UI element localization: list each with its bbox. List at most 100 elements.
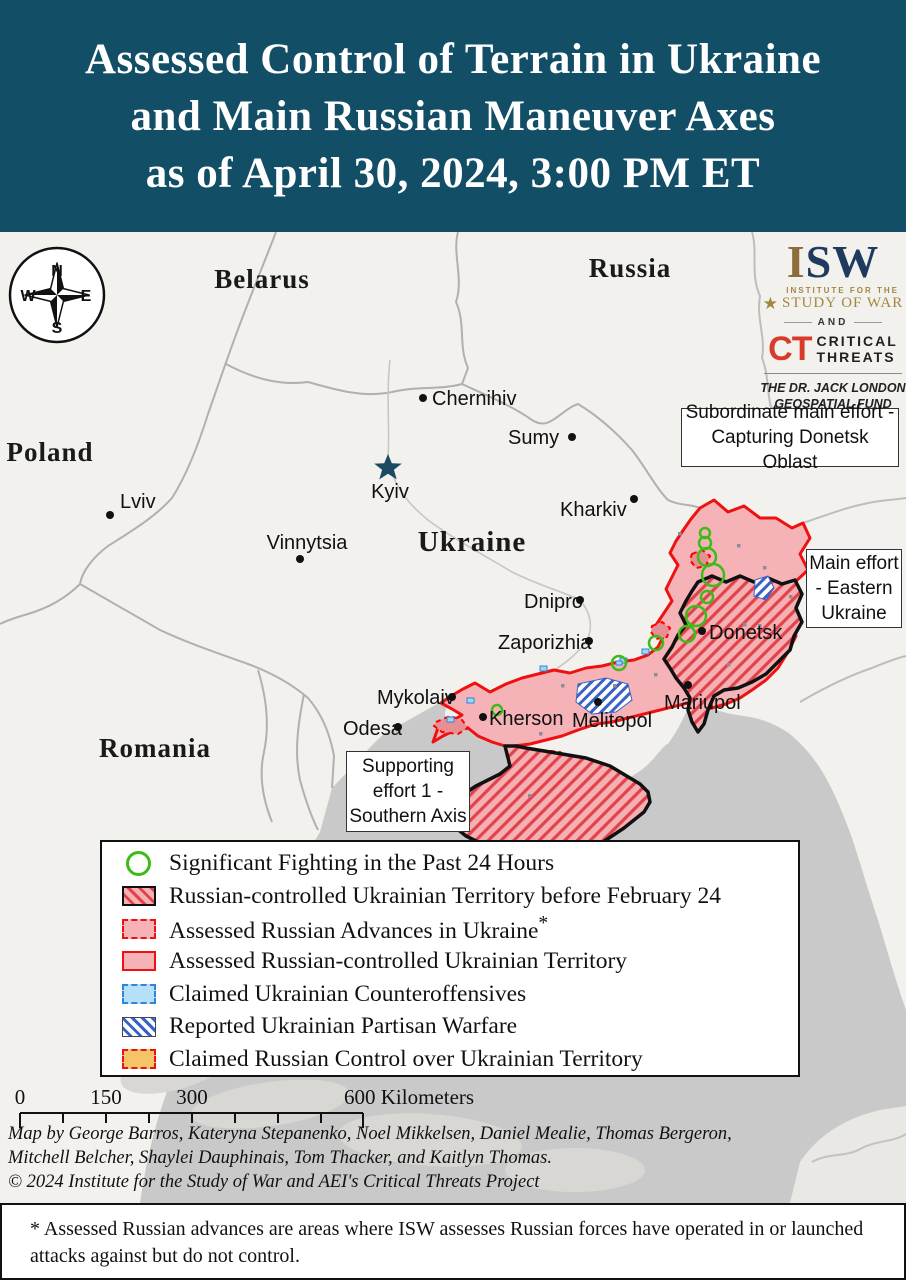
- legend-row-fighting: Significant Fighting in the Past 24 Hour…: [122, 847, 788, 880]
- advances-swatch: [122, 918, 156, 939]
- callout-line: Capturing Donetsk Oblast: [711, 427, 869, 473]
- critical-threats-logo: CT CRITICAL THREATS: [760, 332, 906, 366]
- fighting-circles: [490, 526, 726, 717]
- isw-wordmark: ★ INSTITUTE FOR THE STUDY OF WAR: [760, 286, 906, 312]
- city-label-donetsk: Donetsk: [709, 622, 783, 644]
- city-label-melitopol: Melitopol: [572, 710, 652, 732]
- country-label-poland: Poland: [6, 437, 93, 467]
- rule-left: [783, 322, 812, 323]
- callout-line: effort 1 -: [372, 781, 444, 802]
- compass-rose: N E S W: [8, 246, 106, 344]
- ct-critical-line: CRITICAL: [816, 333, 898, 349]
- legend-label: Significant Fighting in the Past 24 Hour…: [169, 849, 555, 876]
- scale-label-600: 600 Kilometers: [344, 1085, 474, 1109]
- city-label-vinnytsia: Vinnytsia: [267, 532, 349, 554]
- city-label-kharkiv: Kharkiv: [560, 499, 627, 521]
- city-label-mariupol: Mariupol: [664, 692, 741, 714]
- kyiv-capital-marker: Kyiv: [371, 454, 409, 503]
- callout-line: Subordinate main effort -: [685, 402, 895, 423]
- controlled-swatch: [122, 951, 156, 972]
- isw-logo-sw: SW: [805, 236, 880, 287]
- and-label: AND: [817, 317, 849, 328]
- title-line-1: Assessed Control of Terrain in Ukraine: [84, 35, 822, 83]
- partisan-swatch: [122, 1016, 156, 1037]
- ct-threats-line: THREATS: [816, 349, 896, 365]
- legend-label: Russian-controlled Ukrainian Territory b…: [169, 882, 721, 909]
- footnote-box: * Assessed Russian advances are areas wh…: [0, 1203, 906, 1280]
- coastal-landmass: [505, 1148, 645, 1192]
- legend: Significant Fighting in the Past 24 Hour…: [100, 840, 800, 1077]
- callout-main-effort: Main effort - Eastern Ukraine: [806, 549, 902, 628]
- fund-line-2: GEOSPATIAL FUND: [774, 397, 892, 411]
- ct-monogram: CT: [768, 330, 812, 368]
- city-label-odesa: Odesa: [343, 718, 403, 740]
- country-label-ukraine: Ukraine: [418, 526, 527, 558]
- counteroffensive-marks: [446, 648, 650, 723]
- scale-label-300: 300: [176, 1085, 208, 1109]
- map: N E S W Belarus Russia Poland Ukraine Ro…: [0, 232, 906, 1203]
- isw-logo: ISW: [760, 238, 906, 286]
- city-label-zaporizhia: Zaporizhia: [498, 632, 592, 654]
- credits-line-2: Mitchell Belcher, Shaylei Dauphinais, To…: [8, 1148, 552, 1168]
- prefeb24-swatch: [122, 886, 156, 907]
- coastal-landmass: [338, 1113, 522, 1167]
- scale-label-150: 150: [90, 1085, 122, 1109]
- callout-supporting-effort: Supporting effort 1 - Southern Axis: [346, 751, 470, 832]
- city-label-lviv: Lviv: [120, 491, 156, 513]
- logo-divider: [764, 373, 902, 374]
- isw-institute-line: INSTITUTE FOR THE: [786, 286, 899, 295]
- fighting-circle-swatch: [126, 850, 151, 876]
- country-label-romania: Romania: [99, 733, 211, 763]
- callout-line: Supporting: [362, 756, 454, 777]
- legend-row-counteroffensives: Claimed Ukrainian Counteroffensives: [122, 978, 788, 1011]
- legend-label: Claimed Ukrainian Counteroffensives: [169, 980, 527, 1007]
- map-credits: Map by George Barros, Kateryna Stepanenk…: [8, 1122, 868, 1194]
- city-dots: [106, 394, 706, 731]
- footnote-text: * Assessed Russian advances are areas wh…: [30, 1218, 864, 1267]
- geospatial-fund-credit: THE DR. JACK LONDON GEOSPATIAL FUND: [760, 380, 906, 412]
- legend-row-controlled: Assessed Russian-controlled Ukrainian Te…: [122, 945, 788, 978]
- branding-block: ISW ★ INSTITUTE FOR THE STUDY OF WAR AND…: [760, 238, 906, 412]
- rule-right: [854, 322, 883, 323]
- callout-line: Main effort: [809, 553, 899, 574]
- title-line-3: as of April 30, 2024, 3:00 PM ET: [145, 149, 761, 197]
- country-label-russia: Russia: [589, 253, 672, 283]
- credits-line-1: Map by George Barros, Kateryna Stepanenk…: [8, 1124, 732, 1144]
- city-label-dnipro: Dnipro: [524, 591, 583, 613]
- star-icon: ★: [762, 294, 779, 313]
- isw-study-of-war-line: STUDY OF WAR: [782, 295, 904, 311]
- legend-row-prefeb24: Russian-controlled Ukrainian Territory b…: [122, 880, 788, 913]
- legend-label: Reported Ukrainian Partisan Warfare: [169, 1013, 518, 1040]
- city-label-chernihiv: Chernihiv: [432, 388, 516, 410]
- bottom-right-landmass: [790, 1106, 906, 1203]
- callout-line: Ukraine: [821, 603, 887, 624]
- partisan-warfare-areas: [575, 575, 775, 715]
- legend-row-partisan: Reported Ukrainian Partisan Warfare: [122, 1010, 788, 1043]
- legend-label: Assessed Russian Advances in Ukraine*: [169, 912, 549, 944]
- city-label-kherson: Kherson: [489, 708, 564, 730]
- scale-label-0: 0: [15, 1085, 26, 1109]
- fund-line-1: THE DR. JACK LONDON: [760, 381, 906, 395]
- prefeb24-donbas-region: [662, 574, 804, 734]
- callout-line: - Eastern: [815, 578, 893, 599]
- compass-n: N: [51, 263, 63, 280]
- legend-label: Claimed Russian Control over Ukrainian T…: [169, 1045, 643, 1072]
- counteroffensives-swatch: [122, 984, 156, 1005]
- city-label-mykolaiv: Mykolaiv: [377, 687, 455, 709]
- compass-s: S: [52, 320, 63, 337]
- isw-logo-i: I: [786, 236, 806, 287]
- legend-row-claimed: Claimed Russian Control over Ukrainian T…: [122, 1043, 788, 1076]
- country-label-belarus: Belarus: [214, 264, 310, 294]
- callout-line: Southern Axis: [349, 806, 467, 827]
- footnote-asterisk: *: [538, 912, 549, 934]
- compass-w: W: [20, 288, 36, 305]
- callout-subordinate-main-effort: Subordinate main effort - Capturing Done…: [681, 402, 899, 473]
- compass-e: E: [81, 288, 92, 305]
- coastal-landmass: [190, 1079, 350, 1129]
- country-borders: [0, 232, 906, 1163]
- legend-row-advances: Assessed Russian Advances in Ukraine*: [122, 912, 788, 945]
- claimed-swatch: [122, 1049, 156, 1070]
- city-label-kyiv: Kyiv: [371, 481, 409, 503]
- scale-bar: 0 150 300 600 Kilometers: [15, 1085, 474, 1128]
